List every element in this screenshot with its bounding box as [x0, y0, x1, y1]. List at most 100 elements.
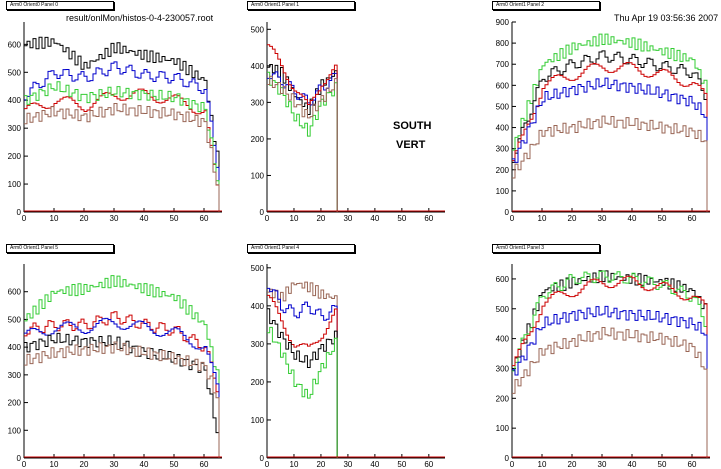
y-tick-label-3: 300 — [8, 371, 22, 380]
series-line-0-1 — [24, 61, 220, 212]
date-label: Thu Apr 19 03:56:36 2007 — [614, 13, 719, 23]
x-tick-label-5: 60 — [688, 460, 697, 469]
y-tick-label-2: 600 — [496, 81, 510, 90]
x-tick-label-0: 10 — [50, 214, 59, 223]
y-tick-label-5: 500 — [496, 305, 510, 314]
y-tick-label-1: 300 — [251, 98, 265, 107]
x-tick-label-1: 40 — [370, 214, 379, 223]
x-tick-label-3: 60 — [200, 460, 209, 469]
y-tick-label-2: 200 — [496, 166, 510, 175]
series-line-0-4 — [24, 103, 220, 212]
x-tick-label-0: 30 — [110, 214, 119, 223]
x-tick-label-4: 50 — [397, 460, 406, 469]
y-tick-label-3: 500 — [8, 315, 22, 324]
y-tick-label-1: 200 — [251, 135, 265, 144]
series-line-3-4 — [24, 341, 220, 458]
y-tick-label-2: 0 — [505, 208, 510, 217]
series-line-0-0 — [24, 36, 220, 212]
x-tick-label-4: 40 — [370, 460, 379, 469]
series-line-1-2 — [267, 44, 338, 212]
y-tick-label-5: 200 — [496, 394, 510, 403]
series-line-5-1 — [512, 270, 708, 458]
series-line-5-4 — [512, 326, 708, 458]
x-tick-label-2: 10 — [538, 214, 547, 223]
x-tick-label-0: 40 — [140, 214, 149, 223]
y-tick-label-1: 0 — [260, 208, 265, 217]
y-tick-label-3: 200 — [8, 399, 22, 408]
series-line-4-1 — [267, 287, 338, 458]
series-line-0-2 — [24, 88, 220, 212]
x-tick-label-1: 0 — [265, 214, 270, 223]
y-tick-label-2: 400 — [496, 124, 510, 133]
y-tick-label-2: 300 — [496, 145, 510, 154]
y-tick-label-2: 100 — [496, 187, 510, 196]
y-tick-label-4: 200 — [251, 378, 265, 387]
x-tick-label-5: 40 — [628, 460, 637, 469]
y-tick-label-3: 400 — [8, 343, 22, 352]
y-tick-label-3: 600 — [8, 288, 22, 297]
series-line-3-0 — [24, 275, 220, 458]
x-tick-label-1: 60 — [424, 214, 433, 223]
x-tick-label-2: 30 — [598, 214, 607, 223]
series-line-3-3 — [24, 332, 220, 458]
x-tick-label-4: 30 — [343, 460, 352, 469]
x-tick-label-4: 10 — [290, 460, 299, 469]
series-line-5-2 — [512, 275, 708, 458]
y-tick-label-0: 400 — [8, 96, 22, 105]
panel-title-4: Arm0 Orient1 Panel 4 — [247, 244, 355, 253]
y-tick-label-4: 400 — [251, 302, 265, 311]
y-tick-label-0: 500 — [8, 68, 22, 77]
y-tick-label-0: 600 — [8, 40, 22, 49]
y-tick-label-4: 500 — [251, 264, 265, 273]
x-tick-label-3: 0 — [22, 460, 27, 469]
panel-title-5: Arm0 Orient1 Panel 3 — [492, 244, 600, 253]
y-tick-label-2: 900 — [496, 18, 510, 27]
x-tick-label-2: 0 — [510, 214, 515, 223]
y-tick-label-0: 100 — [8, 180, 22, 189]
x-tick-label-5: 20 — [568, 460, 577, 469]
x-tick-label-1: 10 — [290, 214, 299, 223]
x-tick-label-2: 60 — [688, 214, 697, 223]
file-name-label: result/onlMon/histos-0-4-230057.root — [66, 13, 214, 23]
y-tick-label-0: 200 — [8, 152, 22, 161]
x-tick-label-3: 50 — [170, 460, 179, 469]
y-tick-label-5: 600 — [496, 275, 510, 284]
y-tick-label-1: 400 — [251, 62, 265, 71]
x-tick-label-0: 0 — [22, 214, 27, 223]
x-tick-label-5: 50 — [658, 460, 667, 469]
x-tick-label-5: 10 — [538, 460, 547, 469]
x-tick-label-5: 0 — [510, 460, 515, 469]
x-tick-label-0: 20 — [80, 214, 89, 223]
panel-title-2: Arm0 Orient1 Panel 2 — [492, 1, 600, 10]
y-tick-label-2: 800 — [496, 39, 510, 48]
x-tick-label-2: 20 — [568, 214, 577, 223]
series-line-0-3 — [24, 81, 220, 212]
series-line-5-3 — [512, 305, 708, 458]
x-tick-label-0: 60 — [200, 214, 209, 223]
y-tick-label-4: 100 — [251, 416, 265, 425]
x-tick-label-0: 50 — [170, 214, 179, 223]
y-tick-label-2: 500 — [496, 102, 510, 111]
series-line-4-2 — [267, 294, 338, 458]
x-tick-label-5: 30 — [598, 460, 607, 469]
y-tick-label-2: 700 — [496, 60, 510, 69]
series-line-1-4 — [267, 75, 338, 212]
note-south: SOUTH — [393, 120, 432, 132]
y-tick-label-4: 300 — [251, 340, 265, 349]
series-line-2-1 — [512, 50, 708, 212]
y-tick-label-0: 0 — [17, 208, 22, 217]
x-tick-label-1: 50 — [397, 214, 406, 223]
y-tick-label-1: 500 — [251, 25, 265, 34]
y-tick-label-1: 100 — [251, 171, 265, 180]
x-tick-label-1: 30 — [343, 214, 352, 223]
y-tick-label-5: 100 — [496, 424, 510, 433]
note-vert: VERT — [396, 139, 426, 151]
series-line-2-4 — [512, 115, 708, 212]
series-line-2-2 — [512, 62, 708, 212]
panel-title-1: Arm0 Orient1 Panel 1 — [247, 1, 355, 10]
x-tick-label-3: 30 — [110, 460, 119, 469]
x-tick-label-3: 40 — [140, 460, 149, 469]
panel-title-0: Arm0 Orient0 Panel 0 — [6, 1, 114, 10]
x-tick-label-4: 60 — [424, 460, 433, 469]
